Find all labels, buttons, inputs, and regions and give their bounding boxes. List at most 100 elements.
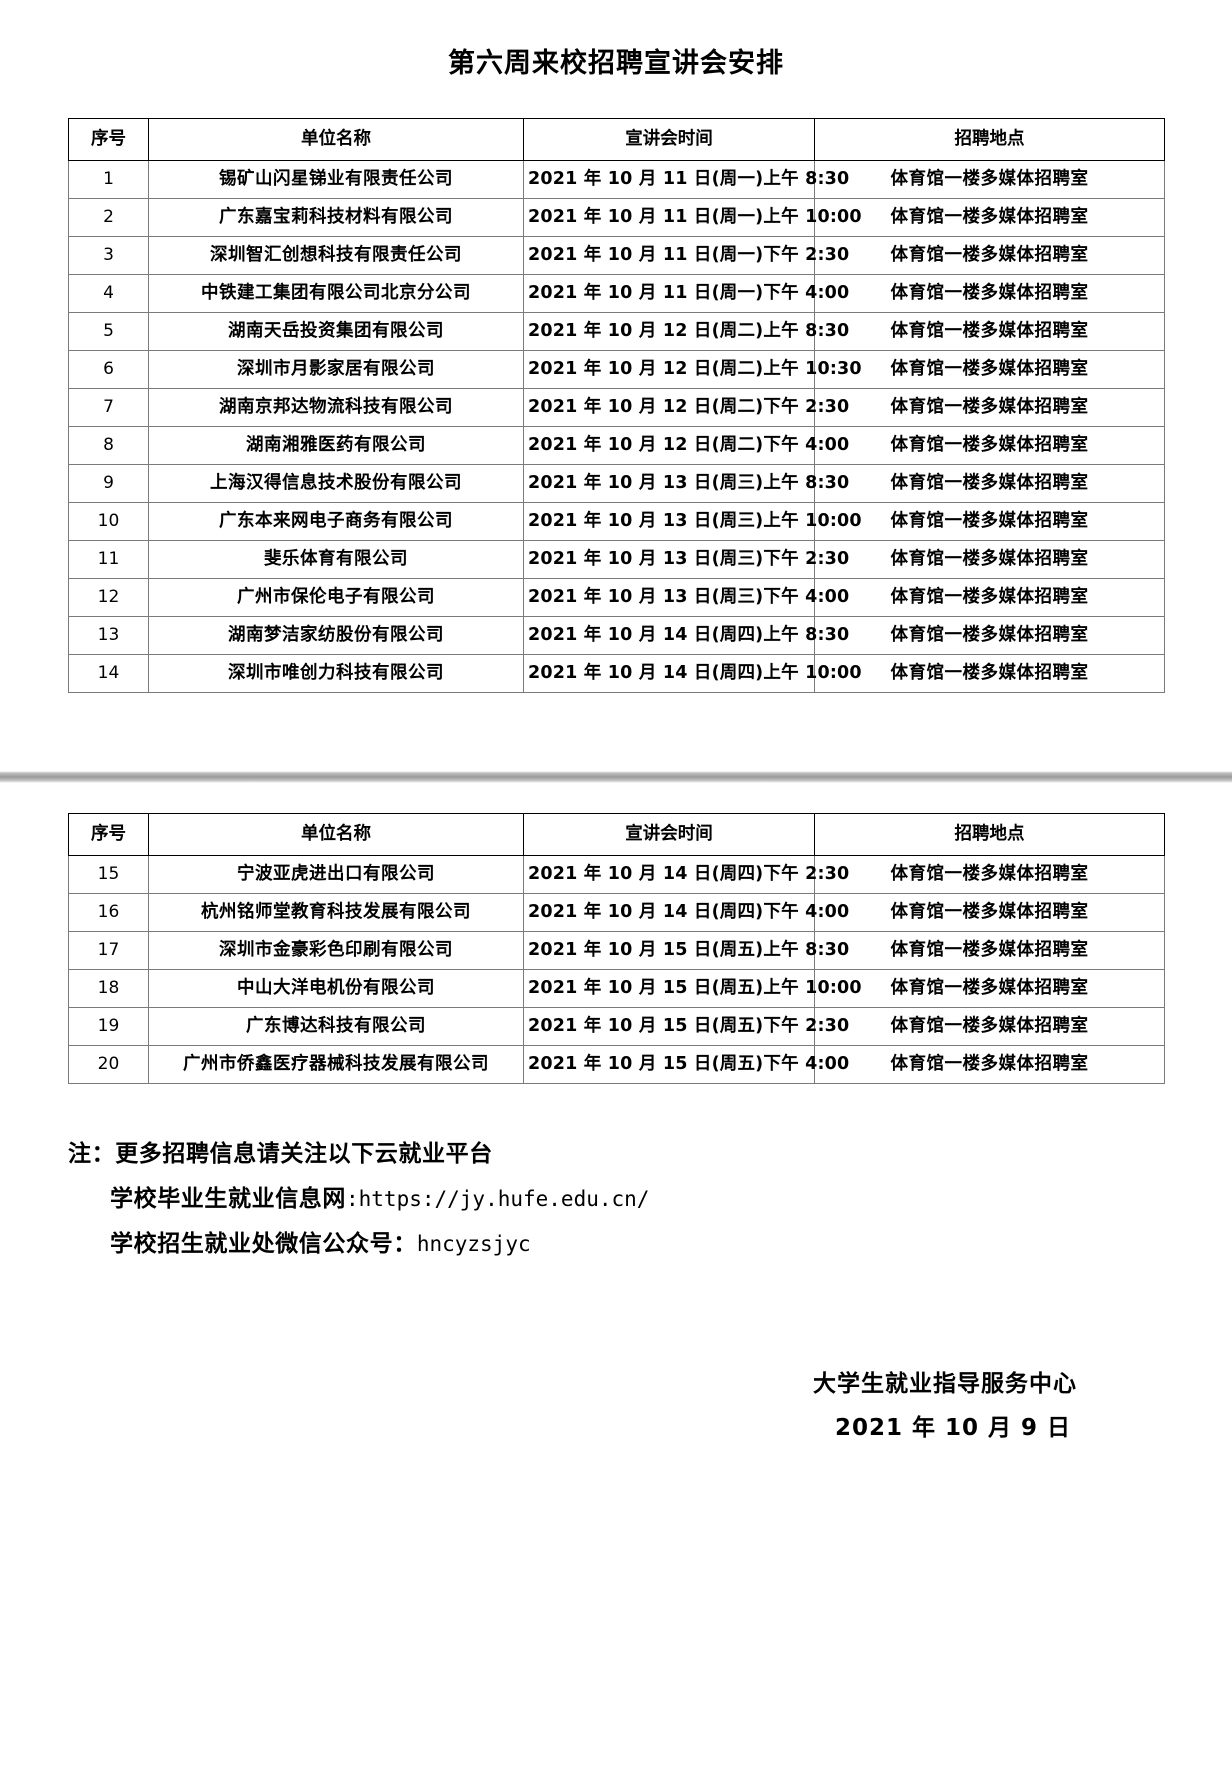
table-row: 14 深圳市唯创力科技有限公司 2021 年 10 月 14 日(周四)上午 1… (68, 654, 1165, 694)
cell-no: 2 (68, 198, 149, 238)
column-header-time: 宣讲会时间 (523, 813, 815, 857)
cell-company: 锡矿山闪星锑业有限责任公司 (148, 160, 524, 200)
table-row: 10 广东本来网电子商务有限公司 2021 年 10 月 13 日(周三)上午 … (68, 502, 1165, 542)
cell-time: 2021 年 10 月 11 日(周一)下午 4:00 (523, 274, 849, 314)
table-row: 20 广州市侨鑫医疗器械科技发展有限公司 2021 年 10 月 15 日(周五… (68, 1045, 1165, 1085)
cell-place: 体育馆一楼多媒体招聘室 (814, 969, 1165, 1009)
note-line-platform: 注：更多招聘信息请关注以下云就业平台 (68, 1141, 493, 1168)
cell-company: 湖南京邦达物流科技有限公司 (148, 388, 524, 428)
note-wechat-account: hncyzsjyc (416, 1232, 531, 1257)
cell-time: 2021 年 10 月 15 日(周五)下午 4:00 (523, 1045, 849, 1085)
cell-place: 体育馆一楼多媒体招聘室 (814, 654, 1165, 694)
table-row: 19 广东博达科技有限公司 2021 年 10 月 15 日(周五)下午 2:3… (68, 1007, 1165, 1047)
cell-time: 2021 年 10 月 13 日(周三)上午 10:00 (523, 502, 862, 542)
table-row: 13 湖南梦洁家纺股份有限公司 2021 年 10 月 14 日(周四)上午 8… (68, 616, 1165, 656)
table-header-row: 序号 单位名称 宣讲会时间 招聘地点 (68, 118, 1165, 162)
note-website-label: 学校毕业生就业信息网 (110, 1186, 346, 1213)
cell-place: 体育馆一楼多媒体招聘室 (814, 893, 1165, 933)
cell-no: 13 (68, 616, 149, 656)
cell-no: 7 (68, 388, 149, 428)
cell-place: 体育馆一楼多媒体招聘室 (814, 578, 1165, 618)
cell-company: 中铁建工集团有限公司北京分公司 (148, 274, 524, 314)
cell-time: 2021 年 10 月 15 日(周五)上午 8:30 (523, 931, 849, 971)
cell-place: 体育馆一楼多媒体招聘室 (814, 855, 1165, 895)
table-gap-spacer (0, 693, 1232, 813)
table-header-row: 序号 单位名称 宣讲会时间 招聘地点 (68, 813, 1165, 857)
column-header-no: 序号 (68, 813, 149, 857)
cell-place: 体育馆一楼多媒体招聘室 (814, 160, 1165, 200)
cell-no: 16 (68, 893, 149, 933)
cell-no: 10 (68, 502, 149, 542)
note-line-website: 学校毕业生就业信息网:https://jy.hufe.edu.cn/ (68, 1177, 1164, 1222)
cell-company: 深圳智汇创想科技有限责任公司 (148, 236, 524, 276)
cell-company: 宁波亚虎进出口有限公司 (148, 855, 524, 895)
cell-company: 广东嘉宝莉科技材料有限公司 (148, 198, 524, 238)
column-header-time: 宣讲会时间 (523, 118, 815, 162)
note-website-url: :https://jy.hufe.edu.cn/ (346, 1187, 650, 1212)
cell-no: 6 (68, 350, 149, 390)
cell-time: 2021 年 10 月 15 日(周五)下午 2:30 (523, 1007, 849, 1047)
cell-no: 12 (68, 578, 149, 618)
cell-no: 3 (68, 236, 149, 276)
table-row: 17 深圳市金豪彩色印刷有限公司 2021 年 10 月 15 日(周五)上午 … (68, 931, 1165, 971)
table-row: 18 中山大洋电机份有限公司 2021 年 10 月 15 日(周五)上午 10… (68, 969, 1165, 1009)
table-row: 5 湖南天岳投资集团有限公司 2021 年 10 月 12 日(周二)上午 8:… (68, 312, 1165, 352)
column-header-company: 单位名称 (148, 118, 524, 162)
table-row: 9 上海汉得信息技术股份有限公司 2021 年 10 月 13 日(周三)上午 … (68, 464, 1165, 504)
table-row: 1 锡矿山闪星锑业有限责任公司 2021 年 10 月 11 日(周一)上午 8… (68, 160, 1165, 200)
table-row: 4 中铁建工集团有限公司北京分公司 2021 年 10 月 11 日(周一)下午… (68, 274, 1165, 314)
cell-place: 体育馆一楼多媒体招聘室 (814, 426, 1165, 466)
cell-no: 5 (68, 312, 149, 352)
cell-time: 2021 年 10 月 14 日(周四)下午 2:30 (523, 855, 849, 895)
cell-time: 2021 年 10 月 12 日(周二)下午 4:00 (523, 426, 849, 466)
cell-company: 广东本来网电子商务有限公司 (148, 502, 524, 542)
cell-company: 广州市侨鑫医疗器械科技发展有限公司 (148, 1045, 524, 1085)
table-row: 15 宁波亚虎进出口有限公司 2021 年 10 月 14 日(周四)下午 2:… (68, 855, 1165, 895)
cell-time: 2021 年 10 月 11 日(周一)下午 2:30 (523, 236, 849, 276)
cell-no: 9 (68, 464, 149, 504)
table-row: 6 深圳市月影家居有限公司 2021 年 10 月 12 日(周二)上午 10:… (68, 350, 1165, 390)
cell-company: 广东博达科技有限公司 (148, 1007, 524, 1047)
table-row: 7 湖南京邦达物流科技有限公司 2021 年 10 月 12 日(周二)下午 2… (68, 388, 1165, 428)
cell-place: 体育馆一楼多媒体招聘室 (814, 388, 1165, 428)
cell-time: 2021 年 10 月 11 日(周一)上午 10:00 (523, 198, 862, 238)
cell-company: 斐乐体育有限公司 (148, 540, 524, 580)
cell-no: 17 (68, 931, 149, 971)
cell-time: 2021 年 10 月 13 日(周三)下午 4:00 (523, 578, 849, 618)
column-header-no: 序号 (68, 118, 149, 162)
cell-place: 体育馆一楼多媒体招聘室 (814, 274, 1165, 314)
cell-time: 2021 年 10 月 13 日(周三)上午 8:30 (523, 464, 849, 504)
cell-place: 体育馆一楼多媒体招聘室 (814, 464, 1165, 504)
cell-company: 湖南天岳投资集团有限公司 (148, 312, 524, 352)
cell-company: 深圳市月影家居有限公司 (148, 350, 524, 390)
schedule-table-part2: 序号 单位名称 宣讲会时间 招聘地点 15 宁波亚虎进出口有限公司 2021 年… (68, 813, 1165, 1085)
cell-place: 体育馆一楼多媒体招聘室 (814, 616, 1165, 656)
cell-time: 2021 年 10 月 11 日(周一)上午 8:30 (523, 160, 849, 200)
cell-time: 2021 年 10 月 12 日(周二)上午 8:30 (523, 312, 849, 352)
cell-time: 2021 年 10 月 12 日(周二)下午 2:30 (523, 388, 849, 428)
signature-organization: 大学生就业指导服务中心 (813, 1370, 1077, 1397)
cell-time: 2021 年 10 月 12 日(周二)上午 10:30 (523, 350, 862, 390)
cell-company: 深圳市金豪彩色印刷有限公司 (148, 931, 524, 971)
cell-no: 4 (68, 274, 149, 314)
cell-no: 11 (68, 540, 149, 580)
cell-time: 2021 年 10 月 14 日(周四)下午 4:00 (523, 893, 849, 933)
schedule-table-part1-wrapper: 序号 单位名称 宣讲会时间 招聘地点 1 锡矿山闪星锑业有限责任公司 2021 … (0, 118, 1232, 694)
table-row: 12 广州市保伦电子有限公司 2021 年 10 月 13 日(周三)下午 4:… (68, 578, 1165, 618)
cell-company: 湖南梦洁家纺股份有限公司 (148, 616, 524, 656)
cell-place: 体育馆一楼多媒体招聘室 (814, 198, 1165, 238)
page-title: 第六周来校招聘宣讲会安排 (448, 48, 784, 79)
cell-place: 体育馆一楼多媒体招聘室 (814, 1007, 1165, 1047)
cell-no: 14 (68, 654, 149, 694)
cell-no: 1 (68, 160, 149, 200)
cell-no: 18 (68, 969, 149, 1009)
cell-no: 8 (68, 426, 149, 466)
cell-place: 体育馆一楼多媒体招聘室 (814, 312, 1165, 352)
cell-time: 2021 年 10 月 14 日(周四)上午 8:30 (523, 616, 849, 656)
cell-company: 深圳市唯创力科技有限公司 (148, 654, 524, 694)
note-wechat-label: 学校招生就业处微信公众号： (110, 1231, 417, 1258)
cell-place: 体育馆一楼多媒体招聘室 (814, 540, 1165, 580)
cell-company: 中山大洋电机份有限公司 (148, 969, 524, 1009)
schedule-table-part1-body: 1 锡矿山闪星锑业有限责任公司 2021 年 10 月 11 日(周一)上午 8… (68, 160, 1165, 694)
schedule-table-part2-wrapper: 序号 单位名称 宣讲会时间 招聘地点 15 宁波亚虎进出口有限公司 2021 年… (0, 813, 1232, 1085)
